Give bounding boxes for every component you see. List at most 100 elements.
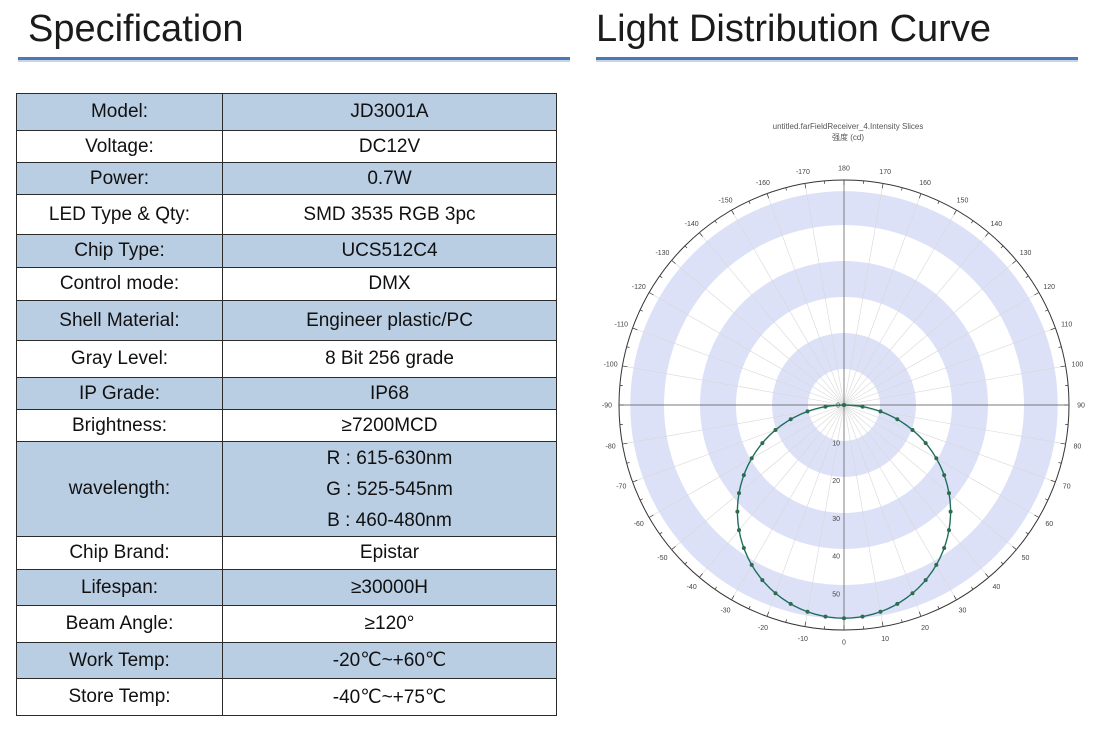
intensity-marker bbox=[823, 404, 828, 409]
polar-tick bbox=[1034, 292, 1040, 296]
intensity-marker bbox=[788, 601, 793, 606]
spec-value: DC12V bbox=[222, 130, 557, 163]
polar-spoke bbox=[843, 404, 1056, 483]
polar-spoke bbox=[843, 404, 989, 578]
intensity-marker bbox=[773, 591, 778, 596]
polar-angle-label: -170 bbox=[796, 169, 810, 176]
intensity-marker bbox=[737, 491, 742, 496]
polar-tick bbox=[699, 232, 703, 237]
polar-angle-label: -60 bbox=[634, 521, 644, 528]
intensity-marker bbox=[842, 403, 846, 407]
polar-tick bbox=[731, 209, 735, 215]
polar-angle-label: 90 bbox=[1077, 403, 1085, 410]
polar-spoke bbox=[804, 183, 845, 406]
polar-tick bbox=[1058, 346, 1062, 348]
polar-tick bbox=[659, 532, 663, 535]
polar-tick bbox=[1012, 260, 1017, 264]
spec-value: -20℃~+60℃ bbox=[222, 642, 557, 679]
spec-row-led-type: LED Type & Qty: SMD 3535 RGB 3pc bbox=[16, 194, 557, 235]
polar-spoke bbox=[843, 183, 884, 406]
polar-spoke bbox=[622, 365, 845, 406]
polar-angle-label: -130 bbox=[655, 250, 669, 257]
intensity-marker bbox=[895, 417, 900, 422]
polar-spoke bbox=[766, 404, 845, 617]
polar-angle-label: 20 bbox=[921, 625, 929, 632]
intensity-marker bbox=[760, 578, 765, 583]
spec-value: DMX bbox=[222, 267, 557, 301]
polar-tick bbox=[881, 183, 884, 189]
intensity-marker bbox=[788, 417, 793, 422]
polar-radial-label: 10 bbox=[832, 440, 840, 447]
spec-label: Chip Brand: bbox=[16, 536, 223, 570]
intensity-marker bbox=[910, 591, 915, 596]
polar-tick bbox=[684, 561, 688, 565]
polar-tick bbox=[648, 514, 654, 518]
polar-spoke bbox=[731, 209, 845, 406]
polar-tick bbox=[659, 275, 663, 278]
intensity-marker bbox=[735, 509, 740, 514]
polar-tick bbox=[1060, 365, 1066, 368]
intensity-marker bbox=[773, 427, 778, 432]
polar-angle-label: -110 bbox=[615, 321, 629, 328]
spec-label: Lifespan: bbox=[16, 569, 223, 606]
intensity-marker bbox=[942, 546, 947, 551]
polar-tick bbox=[714, 220, 717, 224]
polar-angle-label: 170 bbox=[879, 169, 891, 176]
polar-angle-label: 60 bbox=[1045, 521, 1053, 528]
polar-shaded-ring bbox=[772, 333, 916, 477]
polar-tick bbox=[684, 245, 688, 249]
intensity-marker bbox=[741, 546, 746, 551]
spec-label: Model: bbox=[16, 93, 223, 131]
intensity-marker bbox=[910, 427, 915, 432]
polar-spoke bbox=[843, 404, 922, 617]
polar-spoke bbox=[671, 260, 845, 406]
polar-tick bbox=[671, 546, 676, 550]
polar-tick bbox=[985, 232, 989, 237]
polar-tick bbox=[648, 292, 654, 296]
polar-tick bbox=[626, 462, 630, 464]
polar-spoke bbox=[632, 404, 845, 483]
spec-label: Gray Level: bbox=[16, 340, 223, 378]
light-distribution-underline bbox=[596, 57, 1078, 62]
polar-tick bbox=[785, 619, 787, 623]
polar-tick bbox=[639, 498, 643, 501]
polar-radial-label: 50 bbox=[832, 592, 840, 599]
spec-row-shell-material: Shell Material: Engineer plastic/PC bbox=[16, 300, 557, 341]
polar-spoke bbox=[731, 404, 845, 601]
spec-value: Engineer plastic/PC bbox=[222, 300, 557, 341]
polar-angle-label: -10 bbox=[798, 636, 808, 643]
polar-angle-label: 140 bbox=[990, 221, 1002, 228]
polar-tick bbox=[766, 193, 770, 199]
spec-value: ≥30000H bbox=[222, 569, 557, 606]
polar-angle-label: 120 bbox=[1043, 284, 1055, 291]
polar-tick bbox=[1012, 546, 1017, 550]
polar-spoke bbox=[843, 327, 1056, 406]
polar-tick bbox=[804, 621, 807, 627]
polar-spoke bbox=[843, 404, 884, 627]
spec-value: 0.7W bbox=[222, 162, 557, 195]
intensity-marker bbox=[860, 404, 865, 409]
spec-row-ip-grade: IP Grade: IP68 bbox=[16, 377, 557, 410]
spec-row-store-temp: Store Temp: -40℃~+75℃ bbox=[16, 678, 557, 716]
polar-tick bbox=[918, 611, 922, 617]
polar-spoke bbox=[648, 292, 845, 406]
polar-tick bbox=[1000, 245, 1004, 249]
spec-label: Power: bbox=[16, 162, 223, 195]
polar-tick bbox=[714, 586, 717, 590]
polar-tick bbox=[622, 442, 628, 445]
polar-angle-label: -140 bbox=[685, 221, 699, 228]
polar-tick bbox=[1025, 275, 1029, 278]
specification-table: Model: JD3001A Voltage: DC12V Power: 0.7… bbox=[16, 93, 557, 716]
polar-angle-label: -160 bbox=[756, 180, 770, 187]
polar-spoke bbox=[843, 193, 922, 406]
polar-tick bbox=[971, 220, 974, 224]
spec-value: Epistar bbox=[222, 536, 557, 570]
polar-tick bbox=[953, 595, 957, 601]
spec-value: SMD 3535 RGB 3pc bbox=[222, 194, 557, 235]
polar-angle-label: -100 bbox=[604, 361, 618, 368]
wavelength-red: R : 615-630nm bbox=[326, 447, 453, 469]
spec-row-model: Model: JD3001A bbox=[16, 93, 557, 131]
polar-tick bbox=[971, 586, 974, 590]
spec-label: Brightness: bbox=[16, 409, 223, 442]
wavelength-blue: B : 460-480nm bbox=[327, 509, 452, 531]
